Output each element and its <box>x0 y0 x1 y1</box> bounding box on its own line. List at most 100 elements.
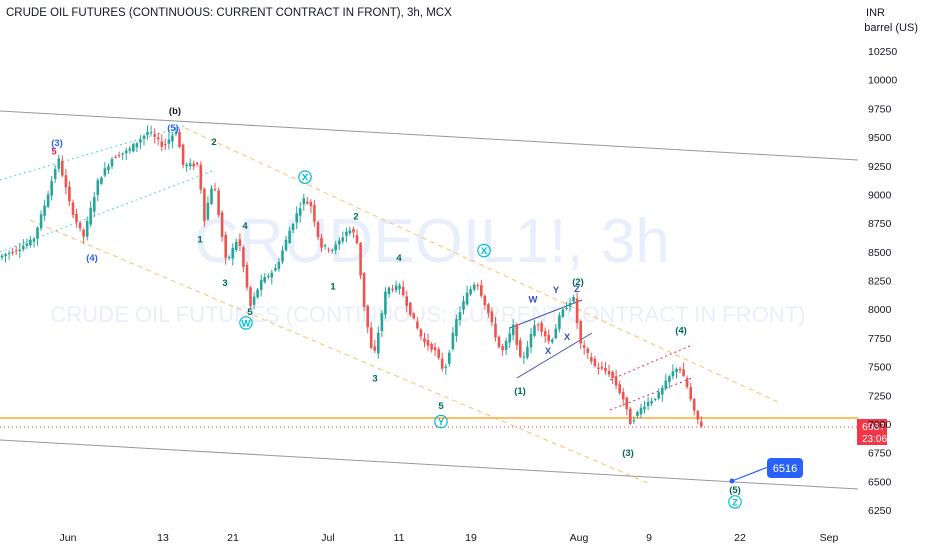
candle-body <box>316 222 320 238</box>
wave-label-1: (5) <box>167 123 179 134</box>
x-tick-label-8: 22 <box>734 532 746 544</box>
candle-body <box>164 144 167 146</box>
candle-body <box>519 340 522 357</box>
candle-body <box>678 368 682 371</box>
candle-body <box>348 230 352 234</box>
candle-body <box>50 181 53 196</box>
candle-body <box>387 287 391 294</box>
candle-body <box>572 297 575 302</box>
candle-body <box>29 239 32 246</box>
candle-body <box>96 180 100 195</box>
candle-body <box>323 245 327 247</box>
candles-group <box>0 125 703 428</box>
candle-body <box>394 285 398 291</box>
wave-label-26: (4) <box>675 325 687 336</box>
dashed-channel-lower <box>29 219 651 485</box>
candle-body <box>661 387 664 395</box>
wave-label-6: X <box>302 173 309 184</box>
candle-body <box>650 400 653 404</box>
wave-label-27: (3) <box>622 448 634 459</box>
candle-body <box>259 280 263 290</box>
y-tick-label-8: 8250 <box>868 276 892 288</box>
candle-body <box>203 188 206 222</box>
candle-body <box>405 296 408 306</box>
candle-body <box>604 368 607 372</box>
wave-label-18: Y <box>438 417 445 428</box>
candle-body <box>366 305 369 328</box>
candle-body <box>352 229 355 233</box>
candle-body <box>18 249 21 252</box>
candle-body <box>22 245 25 250</box>
candle-body <box>600 366 604 369</box>
candle-body <box>210 188 213 204</box>
y-tick-label-9: 8000 <box>868 304 892 316</box>
candle-body <box>384 291 387 315</box>
x-tick-label-7: 9 <box>646 532 652 544</box>
candle-body <box>196 163 199 165</box>
y-tick-label-0: 10250 <box>868 46 897 58</box>
candle-body <box>689 387 692 400</box>
time-axis[interactable]: Jun 13 21 Jul 11 19 Aug 9 22 Sep <box>60 532 839 544</box>
x-tick-label-5: 19 <box>465 532 477 544</box>
candle-body <box>593 358 597 366</box>
candle-body <box>288 230 291 243</box>
candle-body <box>426 340 430 346</box>
projection-point <box>729 478 735 484</box>
candle-body <box>146 132 149 135</box>
candle-body <box>653 399 657 400</box>
candle-body <box>64 175 68 188</box>
candle-body <box>39 214 43 229</box>
candle-body <box>36 227 39 239</box>
candle-body <box>490 311 494 323</box>
candle-body <box>409 302 412 315</box>
channel-lower-line <box>0 439 859 490</box>
price-axis[interactable]: 10250 10000 9750 9500 9250 9000 8750 8500 8250 80… <box>868 46 897 517</box>
candle-body <box>451 332 455 350</box>
candle-body <box>547 335 550 342</box>
candle-body <box>132 144 135 152</box>
candle-body <box>135 143 139 148</box>
candle-body <box>167 139 171 144</box>
candle-body <box>71 202 75 215</box>
watermark-symbol: CRUDEOIL1!, 3h <box>194 207 670 276</box>
last-price-text: 6987 <box>862 421 886 433</box>
candle-body <box>345 231 348 236</box>
candle-body <box>7 253 11 255</box>
candle-body <box>664 380 668 389</box>
candle-body <box>217 190 220 215</box>
x-tick-label-3: Jul <box>321 532 334 544</box>
candle-body <box>668 376 671 382</box>
dotted-channel-lower <box>0 169 216 253</box>
candle-body <box>327 249 330 251</box>
candle-body <box>85 221 89 237</box>
candle-body <box>117 155 121 157</box>
candle-body <box>618 384 621 393</box>
target-price-badge[interactable] <box>767 458 803 478</box>
candle-body <box>401 286 405 296</box>
candle-body <box>565 308 568 309</box>
candle-body <box>458 312 462 320</box>
candle-body <box>526 346 529 358</box>
dotted-channel-upper <box>0 125 186 181</box>
candle-body <box>256 289 259 298</box>
target-price-text: 6516 <box>773 463 797 475</box>
candle-body <box>242 247 245 267</box>
candle-body <box>646 402 650 406</box>
candle-body <box>149 132 153 134</box>
candle-body <box>575 298 579 324</box>
channel-upper-line <box>0 110 859 161</box>
candle-body <box>235 241 238 251</box>
candle-body <box>522 356 526 358</box>
candle-body <box>4 254 7 257</box>
x-tick-label-6: Aug <box>570 532 589 544</box>
candle-body <box>430 343 433 350</box>
wave-label-14: 1 <box>330 282 336 293</box>
candle-body <box>128 148 132 151</box>
wave-label-circle <box>434 414 448 429</box>
candle-body <box>487 304 490 314</box>
candle-body <box>178 131 181 147</box>
candle-body <box>267 276 270 277</box>
candle-body <box>93 197 96 212</box>
countdown-text: 23:06 <box>862 434 887 445</box>
